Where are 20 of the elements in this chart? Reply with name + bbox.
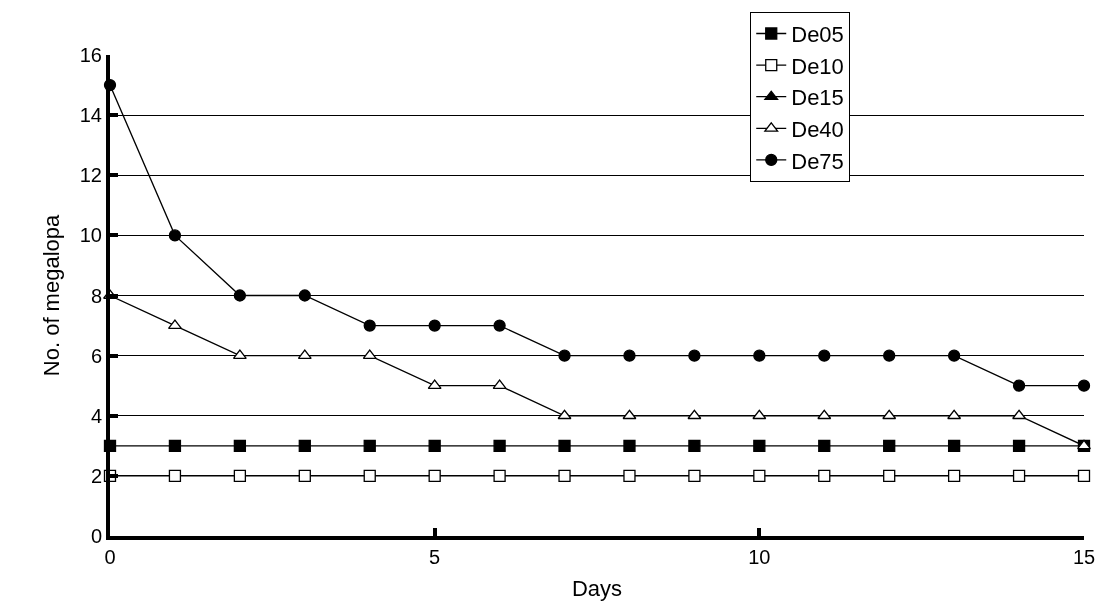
y-tick-label: 12 xyxy=(79,164,102,187)
x-tick-label: 5 xyxy=(429,546,441,568)
y-tick-label: 4 xyxy=(90,404,102,427)
legend-label: De05 xyxy=(791,22,844,48)
y-tick-label: 16 xyxy=(79,44,102,66)
y-tick-label: 2 xyxy=(90,464,102,487)
x-tick-label: 0 xyxy=(104,546,116,568)
y-tick-label: 0 xyxy=(90,525,102,547)
y-tick-label: 8 xyxy=(90,284,102,307)
y-tick-label: 10 xyxy=(79,224,102,247)
legend-label: De15 xyxy=(791,85,844,111)
x-tick-label: 15 xyxy=(1072,546,1096,568)
x-tick-label: 10 xyxy=(748,546,771,568)
legend-label: De40 xyxy=(791,116,844,142)
y-axis-title: No. of megalopa xyxy=(39,214,65,377)
y-tick-label: 6 xyxy=(90,344,102,367)
y-tick-label: 14 xyxy=(79,104,102,127)
x-axis-title: Days xyxy=(571,576,623,602)
legend-label: De10 xyxy=(791,53,844,79)
legend-label: De75 xyxy=(791,148,844,174)
